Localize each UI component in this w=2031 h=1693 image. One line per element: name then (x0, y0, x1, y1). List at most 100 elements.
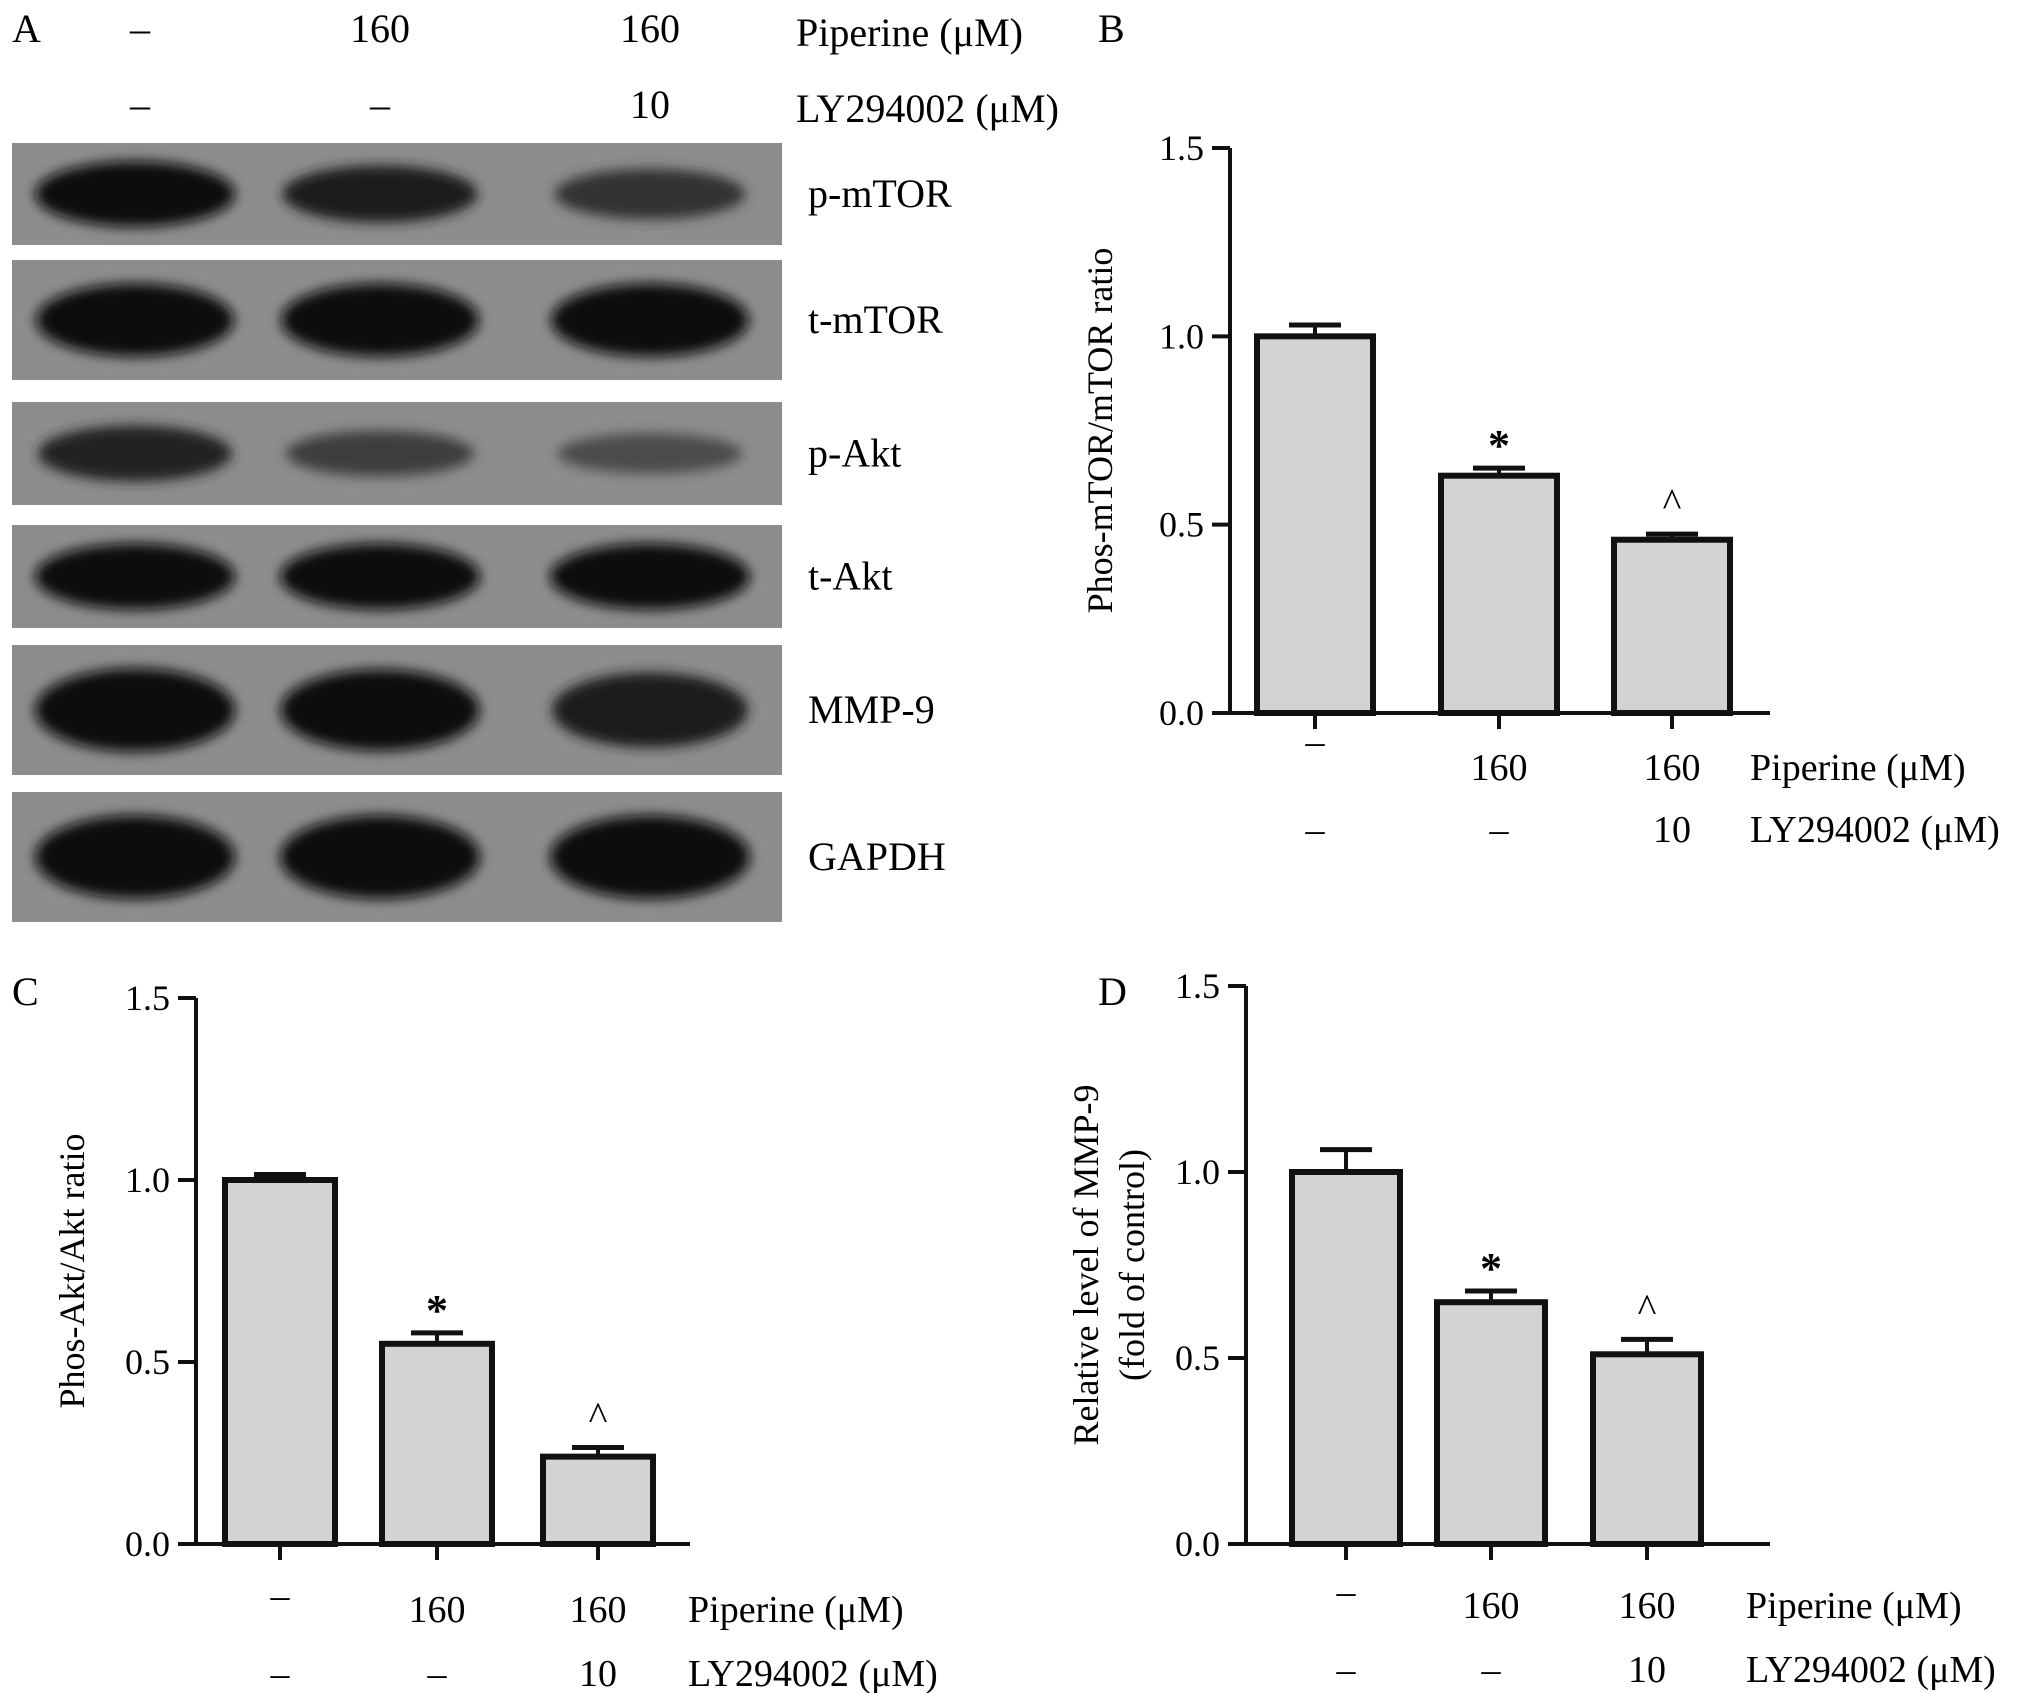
x-category-ly294002: 10 (1628, 1649, 1666, 1691)
panel-letter-a: A (12, 6, 41, 51)
panel-letter: D (1098, 969, 1127, 1014)
blot-band (280, 815, 480, 899)
y-tick-label: 0.5 (1159, 505, 1204, 545)
blot-band (552, 672, 748, 748)
bar (1289, 1169, 1403, 1547)
x-category-piperine: 160 (570, 1589, 627, 1631)
significance-star: * (426, 1286, 448, 1335)
blot-ly294002-label: LY294002 (μM) (796, 86, 1059, 131)
blot-piperine-label: Piperine (μM) (796, 10, 1023, 55)
panel-letter: C (12, 969, 39, 1014)
bar (379, 1340, 495, 1548)
blot-strip: GAPDH (12, 792, 946, 922)
piperine-row-label: Piperine (μM) (1750, 747, 1966, 789)
blot-strip: p-mTOR (12, 143, 952, 245)
significance-caret: ^ (1638, 1285, 1657, 1330)
blot-band (551, 283, 749, 357)
significance-star: * (1488, 421, 1510, 470)
x-category-ly294002: – (270, 1653, 291, 1693)
significance-star: * (1480, 1244, 1502, 1293)
bar (1434, 1299, 1548, 1547)
blot-ly294002-dose: 10 (630, 82, 670, 127)
bar (1438, 472, 1560, 717)
blot-condition-header: – – 160 – 160 10 Piperine (μM) LY294002 (μM) (129, 6, 1059, 131)
x-category-ly294002: – (1481, 1649, 1502, 1691)
blot-band (550, 543, 750, 610)
bar (540, 1453, 656, 1548)
blot-strips: p-mTOR t-mTOR p-Akt t-Akt MMP-9 GAPDH (12, 143, 952, 922)
blot-piperine-dose: – (129, 6, 151, 51)
x-category-piperine: – (1305, 721, 1326, 763)
blot-band (280, 669, 480, 751)
bar (222, 1177, 338, 1547)
bar (1611, 536, 1733, 716)
blot-label: p-Akt (808, 431, 901, 476)
x-category-piperine: 160 (1619, 1585, 1676, 1627)
y-tick-label: 1.0 (1159, 316, 1204, 356)
y-tick-label: 1.5 (125, 978, 170, 1018)
panel-letter: B (1098, 6, 1125, 51)
blot-piperine-dose: 160 (620, 6, 680, 51)
y-tick-label: 0.0 (1175, 1524, 1220, 1564)
x-category-piperine: 160 (1644, 747, 1701, 789)
x-category-piperine: – (270, 1575, 291, 1617)
blot-label: t-Akt (808, 554, 892, 599)
blot-strip: t-Akt (12, 525, 892, 628)
x-category-piperine: 160 (409, 1589, 466, 1631)
blot-band (557, 433, 743, 474)
blot-band (282, 165, 478, 223)
x-category-ly294002: 10 (579, 1653, 617, 1693)
ly294002-row-label: LY294002 (μM) (1750, 809, 2000, 851)
y-axis-title: Relative level of MMP-9 (1066, 1085, 1106, 1446)
chart-panel-d: D 0.0 0.5 1.0 1.5 Relative level of MMP-9 (fol… (1066, 966, 1996, 1691)
x-category-ly294002: 10 (1653, 809, 1691, 851)
ly294002-row-label: LY294002 (μM) (1746, 1649, 1996, 1691)
significance-caret: ^ (1663, 480, 1682, 525)
blot-band (550, 815, 750, 899)
blot-band (35, 668, 235, 752)
blot-strip: t-mTOR (12, 260, 943, 380)
blot-band (35, 543, 235, 610)
blot-ly294002-dose: – (369, 82, 391, 127)
y-tick-label: 0.0 (125, 1524, 170, 1564)
piperine-row-label: Piperine (μM) (688, 1589, 904, 1631)
y-tick-label: 0.5 (125, 1342, 170, 1382)
y-tick-label: 1.0 (1175, 1152, 1220, 1192)
blot-ly294002-dose: – (129, 82, 151, 127)
x-category-piperine: – (1336, 1571, 1357, 1613)
x-category-piperine: 160 (1463, 1585, 1520, 1627)
blot-band (36, 283, 234, 357)
x-category-ly294002: – (1305, 809, 1326, 851)
piperine-row-label: Piperine (μM) (1746, 1585, 1962, 1627)
x-category-ly294002: – (1489, 809, 1510, 851)
y-axis-title: Phos-Akt/Akt ratio (52, 1134, 92, 1409)
blot-band (35, 161, 235, 227)
blot-label: t-mTOR (808, 297, 943, 342)
blot-band (286, 430, 474, 477)
y-tick-label: 1.5 (1159, 128, 1204, 168)
bar (1254, 333, 1376, 716)
y-tick-label: 0.0 (1159, 693, 1204, 733)
blot-band (280, 543, 480, 610)
y-tick-label: 0.5 (1175, 1338, 1220, 1378)
blot-label: MMP-9 (808, 687, 935, 732)
x-category-piperine: 160 (1471, 747, 1528, 789)
y-axis-title: (fold of control) (1112, 1149, 1152, 1381)
blot-piperine-dose: 160 (350, 6, 410, 51)
blot-band (554, 168, 746, 220)
blot-strip: MMP-9 (12, 645, 935, 775)
blot-strip: p-Akt (12, 402, 901, 505)
blot-band (281, 283, 479, 357)
blot-band (35, 815, 235, 899)
y-tick-label: 1.0 (125, 1160, 170, 1200)
y-tick-label: 1.5 (1175, 966, 1220, 1006)
chart-panel-c: C 0.0 0.5 1.0 1.5 Phos-Akt/Akt ratio – – * 160 – ^ 1… (12, 969, 938, 1693)
blot-label: GAPDH (808, 834, 946, 879)
blot-label: p-mTOR (808, 171, 952, 216)
bar (1590, 1351, 1704, 1548)
x-category-ly294002: – (1336, 1649, 1357, 1691)
x-category-ly294002: – (427, 1653, 448, 1693)
significance-caret: ^ (589, 1394, 608, 1439)
